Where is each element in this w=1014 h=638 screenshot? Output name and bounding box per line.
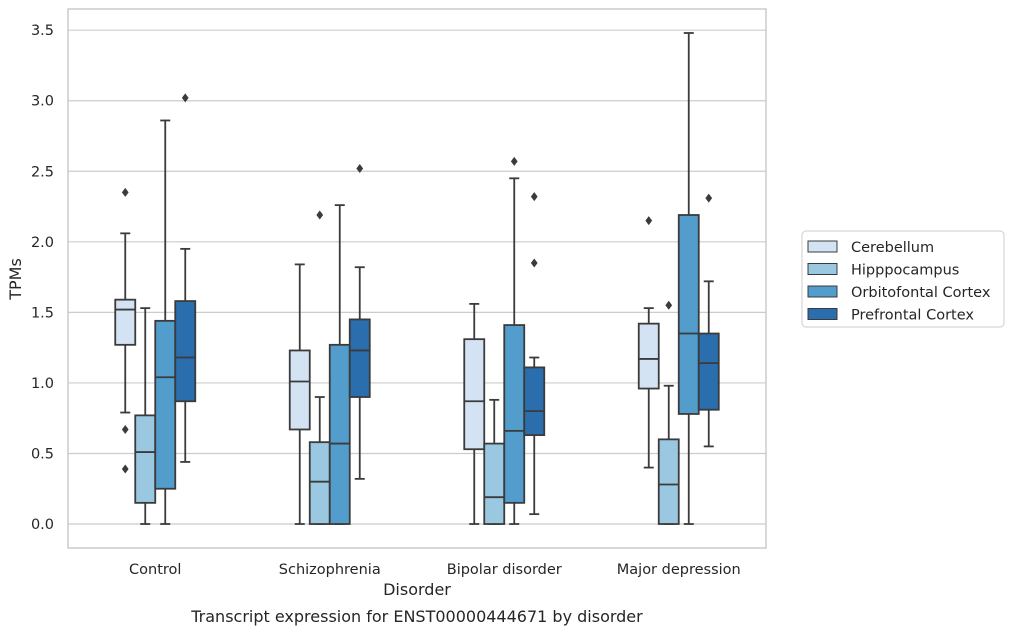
x-tick-label: Control bbox=[129, 562, 181, 578]
box-prefrontal-cortex bbox=[174, 93, 197, 463]
box-iqr bbox=[154, 319, 177, 490]
legend-swatch bbox=[807, 240, 838, 253]
plot-border bbox=[67, 8, 767, 549]
legend-entry: Prefrontal Cortex bbox=[807, 308, 974, 324]
y-tick-label: 2.0 bbox=[31, 235, 54, 251]
outlier-point bbox=[530, 258, 538, 268]
x-tick-label: Major depression bbox=[617, 562, 741, 578]
box-iqr bbox=[503, 324, 526, 504]
outlier-point bbox=[181, 93, 189, 103]
y-axis-label: TPMs bbox=[6, 258, 25, 301]
legend-swatch bbox=[807, 263, 838, 275]
box-iqr bbox=[348, 318, 371, 398]
box-orbitofontal-cortex bbox=[677, 32, 700, 525]
outlier-point bbox=[665, 300, 673, 310]
y-tick-label: 1.5 bbox=[31, 305, 54, 321]
outlier-point bbox=[316, 210, 324, 220]
box-iqr bbox=[174, 300, 197, 403]
box-hipppocampus bbox=[483, 398, 506, 525]
box-iqr bbox=[328, 343, 351, 525]
box-cerebellum bbox=[637, 216, 660, 469]
legend-entry: Cerebellum bbox=[807, 240, 934, 256]
box-iqr bbox=[134, 414, 157, 504]
outlier-point bbox=[121, 424, 129, 434]
legend: Cerebellum Hipppocampus Orbitofontal Corte… bbox=[801, 230, 1005, 328]
outlier-point bbox=[530, 192, 538, 202]
box-iqr bbox=[308, 441, 331, 525]
box-iqr bbox=[114, 298, 137, 346]
legend-label: Prefrontal Cortex bbox=[851, 308, 974, 324]
legend-swatch bbox=[807, 308, 838, 320]
box-iqr bbox=[657, 438, 680, 525]
box-cerebellum bbox=[114, 187, 137, 474]
x-axis-label: Disorder bbox=[383, 580, 451, 599]
outlier-point bbox=[645, 216, 653, 226]
box-orbitofontal-cortex bbox=[328, 204, 351, 525]
box-iqr bbox=[523, 366, 546, 437]
box-iqr bbox=[463, 338, 486, 451]
box-iqr bbox=[697, 332, 720, 411]
y-tick-label: 3.5 bbox=[31, 23, 54, 39]
legend-swatch bbox=[807, 285, 838, 298]
y-tick-labels: 0.0 0.5 1.0 1.5 2.0 2.5 3.0 3.5 bbox=[31, 23, 54, 533]
legend-label: Cerebellum bbox=[851, 240, 934, 256]
y-tick-label: 3.0 bbox=[31, 94, 54, 110]
box-hipppocampus bbox=[134, 307, 157, 525]
legend-label: Orbitofontal Cortex bbox=[851, 285, 991, 301]
x-tick-labels: Control Schizophrenia Bipolar disorder Majo… bbox=[129, 562, 741, 578]
outlier-point bbox=[121, 187, 129, 197]
box-orbitofontal-cortex bbox=[154, 119, 177, 525]
plot-frame bbox=[67, 8, 767, 549]
box-iqr bbox=[677, 214, 700, 415]
box-iqr bbox=[637, 322, 660, 390]
outlier-point bbox=[510, 156, 518, 166]
x-tick-label: Bipolar disorder bbox=[447, 562, 562, 578]
y-tick-label: 0.5 bbox=[31, 446, 54, 462]
box-prefrontal-cortex bbox=[348, 163, 371, 480]
legend-entry: Orbitofontal Cortex bbox=[807, 285, 991, 301]
box-hipppocampus bbox=[657, 300, 680, 525]
box-series bbox=[114, 32, 720, 525]
outlier-point bbox=[356, 163, 364, 173]
outlier-point bbox=[705, 193, 713, 203]
box-cerebellum bbox=[463, 302, 486, 525]
box-iqr bbox=[483, 442, 506, 525]
box-hipppocampus bbox=[308, 210, 331, 525]
legend-entry: Hipppocampus bbox=[807, 263, 959, 279]
box-iqr bbox=[288, 349, 311, 431]
y-tick-label: 1.0 bbox=[31, 376, 54, 392]
y-tick-label: 2.5 bbox=[31, 164, 54, 180]
x-tick-label: Schizophrenia bbox=[279, 562, 381, 578]
legend-box bbox=[801, 230, 1005, 328]
outlier-point bbox=[121, 464, 129, 474]
box-orbitofontal-cortex bbox=[503, 156, 526, 525]
box-prefrontal-cortex bbox=[523, 192, 546, 516]
box-cerebellum bbox=[288, 263, 311, 525]
chart-caption: Transcript expression for ENST0000044467… bbox=[190, 607, 643, 626]
y-tick-label: 0.0 bbox=[31, 517, 54, 533]
legend-label: Hipppocampus bbox=[851, 263, 959, 279]
box-prefrontal-cortex bbox=[697, 193, 720, 448]
